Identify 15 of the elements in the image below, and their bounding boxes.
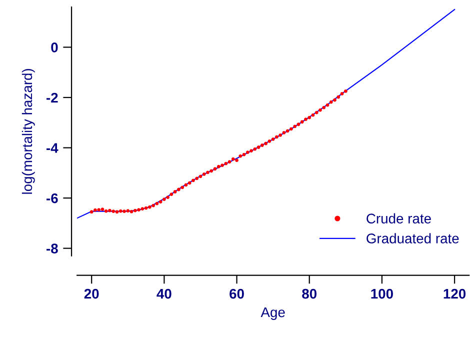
- x-tick-label: 100: [371, 288, 393, 299]
- y-tick-label: -6: [46, 193, 58, 204]
- y-axis-title: log(mortality hazard): [22, 68, 35, 194]
- x-axis-title: Age: [260, 308, 285, 320]
- x-tick-label: 80: [302, 288, 317, 299]
- x-tick-label: 20: [84, 288, 99, 299]
- x-tick-label: 40: [156, 288, 172, 299]
- x-tick-label: 120: [444, 288, 466, 299]
- y-tick-label: 0: [51, 42, 58, 52]
- x-tick-label: 60: [230, 288, 244, 299]
- y-tick-label: -4: [46, 143, 58, 153]
- legend-label: Graduated rate: [366, 233, 459, 244]
- y-tick-label: -8: [46, 244, 58, 254]
- legend-label: Crude rate: [366, 213, 431, 224]
- y-tick-label: -2: [46, 92, 58, 103]
